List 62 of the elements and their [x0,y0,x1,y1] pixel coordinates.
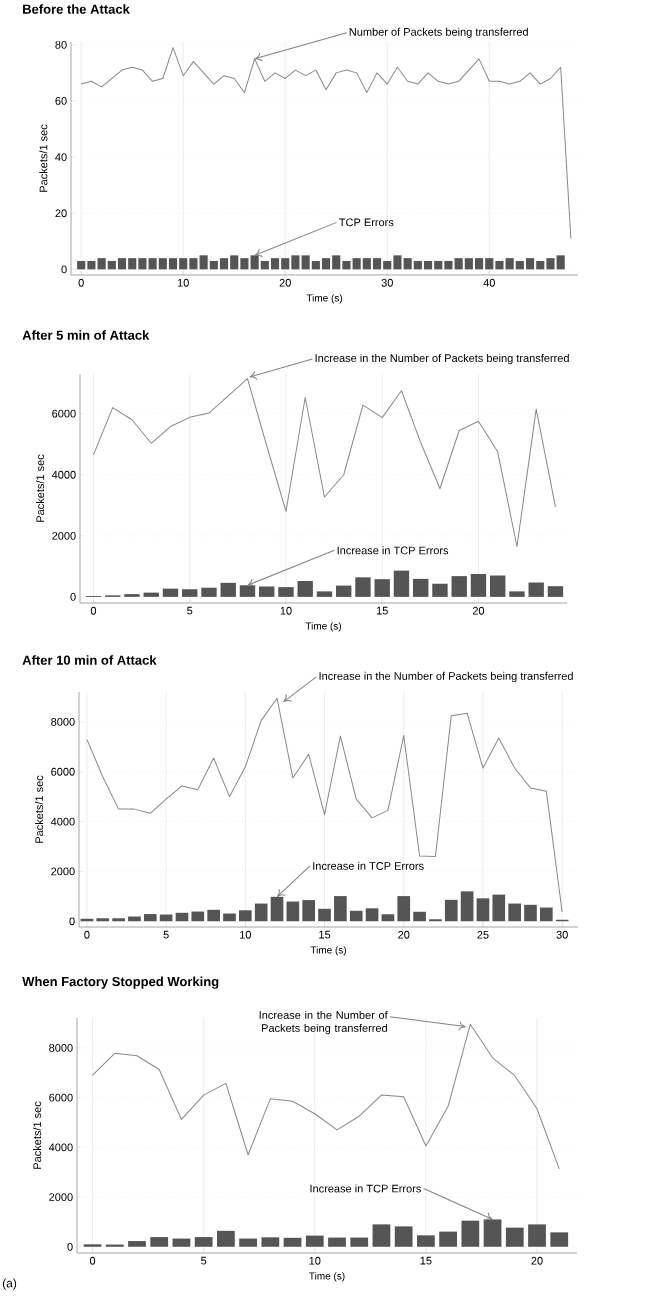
annotation: Increase in TCP Errors [313,861,424,870]
y-tick-label: 6000 [51,767,75,776]
x-tick-label: 0 [90,606,97,615]
y-tick-label: 20 [55,209,67,218]
y-tick-label: 2000 [51,867,75,876]
y-tick-label: 4000 [48,1143,73,1152]
chart-title: Before the Attack [23,4,130,14]
annotation: Increase in the Number of Packets being transferred [315,353,569,365]
x-axis-title: Time (s) [310,946,347,956]
x-tick-label: 0 [84,930,90,939]
annotation: Increase in TCP Errors [337,546,449,555]
x-tick-label: 15 [420,1256,432,1265]
y-tick-label: 40 [55,153,67,161]
x-tick-label: 0 [78,278,84,287]
text: (a) [2,1278,17,1290]
annotation: TCP Errors [339,218,394,227]
y-tick-label: 6000 [52,409,76,418]
x-tick-label: 30 [556,930,568,939]
x-tick-label: 5 [201,1256,207,1265]
x-axis-title: Time (s) [306,294,343,304]
y-axis-title: Packets/1 sec [39,124,48,192]
x-tick-label: 15 [376,606,388,615]
x-axis-title: Time (s) [305,622,342,632]
y-tick-label: 4000 [51,470,76,479]
y-tick-label: 0 [70,593,76,601]
y-tick-label: 60 [55,97,67,105]
x-tick-label: 25 [477,930,489,939]
x-tick-label: 15 [319,930,331,939]
y-axis-title: Packets/1 sec [36,454,45,522]
chart-title: When Factory Stopped Working [22,976,219,989]
x-tick-label: 30 [381,278,393,287]
y-tick-label: 8000 [51,718,75,726]
y-tick-label: 4000 [50,817,75,826]
y-axis-title: Packets/1 sec [35,775,44,843]
y-tick-label: 0 [69,917,75,926]
x-tick-label: 10 [280,606,292,615]
x-tick-label: 10 [240,930,252,939]
annotation: Increase in the Number of Packets being transferred [259,1010,388,1035]
x-tick-label: 20 [531,1256,543,1265]
x-tick-label: 5 [163,930,169,939]
y-tick-label: 0 [67,1242,73,1251]
y-tick-label: 2000 [52,531,76,540]
x-axis-title: Time (s) [309,1272,345,1282]
annotation: Increase in the Number of Packets being transferred [319,671,573,683]
annotation: Increase in TCP Errors [310,1184,421,1193]
y-axis-title: Packets/1 sec [33,1101,42,1169]
x-tick-label: 20 [279,278,291,287]
annotation: Number of Packets being transferred [349,27,528,38]
x-tick-label: 5 [187,606,193,615]
x-tick-label: 40 [483,278,495,287]
y-tick-label: 8000 [49,1043,73,1052]
x-tick-label: 0 [89,1256,96,1265]
x-tick-label: 10 [177,278,189,287]
y-tick-label: 80 [55,40,67,49]
x-tick-label: 20 [472,606,485,615]
chart-title: After 5 min of Attack [22,330,150,340]
x-tick-label: 10 [309,1256,321,1265]
y-tick-label: 2000 [49,1193,73,1201]
chart-title: After 10 min of Attack [22,655,157,665]
x-tick-label: 20 [398,930,410,939]
y-tick-label: 0 [61,265,67,274]
y-tick-label: 6000 [49,1093,73,1102]
